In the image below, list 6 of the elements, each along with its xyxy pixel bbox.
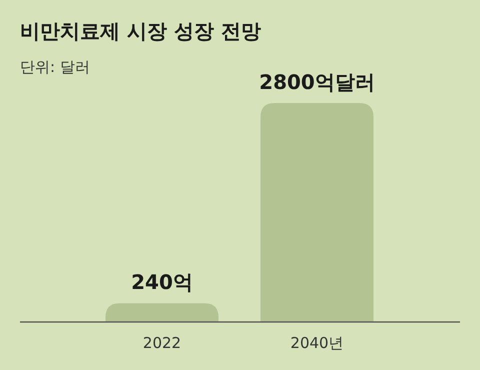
chart-title: 비만치료제 시장 성장 전망 xyxy=(20,19,261,43)
chart-subtitle: 단위: 달러 xyxy=(20,58,90,76)
data-label: 2800억달러 xyxy=(259,70,375,94)
x-tick-label: 2040년 xyxy=(290,334,344,352)
data-label: 240억 xyxy=(131,270,193,294)
x-tick-label: 2022 xyxy=(142,334,182,352)
